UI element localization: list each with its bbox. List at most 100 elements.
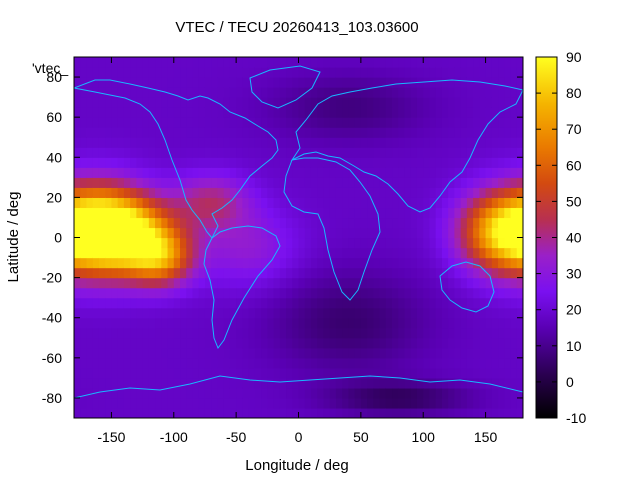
heatmap-cell: [510, 197, 518, 209]
heatmap-cell: [354, 77, 362, 88]
heatmap-cell: [410, 317, 418, 329]
heatmap-cell: [448, 357, 456, 369]
heatmap-cell: [516, 157, 523, 168]
heatmap-cell: [466, 397, 474, 409]
heatmap-cell: [161, 337, 169, 349]
heatmap-cell: [236, 297, 243, 309]
heatmap-cell: [223, 187, 231, 198]
heatmap-cell: [123, 107, 131, 118]
heatmap-cell: [223, 247, 231, 259]
coastline-north-america: [74, 79, 279, 239]
heatmap-cell: [130, 207, 137, 219]
heatmap-cell: [448, 67, 456, 78]
heatmap-cell: [161, 227, 169, 239]
heatmap-cell: [180, 137, 187, 148]
heatmap-cell: [155, 227, 162, 239]
heatmap-cell: [148, 87, 156, 98]
heatmap-cell: [92, 77, 100, 88]
heatmap-cell: [504, 367, 512, 379]
heatmap-cell: [342, 187, 349, 198]
heatmap-cell: [373, 147, 381, 158]
heatmap-cell: [198, 257, 206, 269]
heatmap-cell: [161, 267, 169, 279]
heatmap-cell: [479, 167, 487, 178]
heatmap-cell: [398, 367, 406, 379]
heatmap-cell: [460, 397, 468, 409]
heatmap-cell: [392, 347, 399, 359]
heatmap-cell: [298, 217, 306, 229]
heatmap-cell: [342, 277, 349, 289]
heatmap-cell: [348, 177, 356, 188]
y-tick-label: 0: [54, 230, 62, 246]
heatmap-cell: [211, 287, 219, 299]
heatmap-cell: [105, 297, 113, 309]
heatmap-cell: [211, 137, 219, 148]
heatmap-cell: [229, 67, 237, 78]
heatmap-cell: [204, 107, 212, 118]
heatmap-cell: [105, 407, 113, 418]
heatmap-cell: [379, 197, 387, 209]
heatmap-cell: [261, 387, 268, 399]
heatmap-cell: [498, 387, 505, 399]
heatmap-cell: [192, 87, 200, 98]
heatmap-cell: [510, 237, 518, 249]
heatmap-cell: [342, 247, 349, 259]
heatmap-cell: [211, 397, 219, 409]
heatmap-cell: [392, 247, 399, 259]
heatmap-cell: [279, 87, 287, 98]
heatmap-cell: [398, 197, 406, 209]
heatmap-cell: [485, 307, 493, 319]
heatmap-cell: [516, 317, 523, 329]
heatmap-cell: [335, 257, 343, 269]
heatmap-cell: [317, 377, 325, 389]
heatmap-cell: [142, 197, 150, 209]
heatmap-cell: [466, 267, 474, 279]
x-axis-label: Longitude / deg: [245, 457, 348, 474]
heatmap-cell: [491, 357, 499, 369]
heatmap-cell: [279, 357, 287, 369]
heatmap-cell: [223, 257, 231, 269]
heatmap-cell: [329, 407, 337, 418]
heatmap-cell: [448, 157, 456, 168]
heatmap-cell: [80, 207, 88, 219]
heatmap-cell: [161, 127, 169, 138]
heatmap-cell: [161, 217, 169, 229]
heatmap-cell: [323, 107, 331, 118]
heatmap-cell: [485, 157, 493, 168]
heatmap-cell: [254, 397, 262, 409]
heatmap-cell: [123, 307, 131, 319]
heatmap-cell: [204, 377, 212, 389]
heatmap-cell: [298, 97, 306, 108]
heatmap-cell: [148, 107, 156, 118]
heatmap-cell: [354, 167, 362, 178]
heatmap-cell: [317, 207, 325, 219]
heatmap-cell: [304, 257, 312, 269]
heatmap-cell: [385, 177, 393, 188]
heatmap-cell: [342, 237, 349, 249]
heatmap-cell: [167, 397, 175, 409]
heatmap-cell: [466, 247, 474, 259]
heatmap-cell: [186, 97, 194, 108]
heatmap-cell: [186, 207, 194, 219]
heatmap-cell: [74, 57, 81, 68]
heatmap-cell: [460, 147, 468, 158]
heatmap-cell: [510, 117, 518, 128]
heatmap-cell: [435, 197, 443, 209]
heatmap-cell: [148, 97, 156, 108]
heatmap-cell: [516, 407, 523, 418]
heatmap-cell: [498, 357, 505, 369]
heatmap-cell: [86, 107, 94, 118]
heatmap-cell: [292, 317, 300, 329]
heatmap-cell: [198, 127, 206, 138]
x-tick-label: -100: [160, 429, 188, 445]
heatmap-cell: [510, 267, 518, 279]
heatmap-cell: [310, 307, 318, 319]
heatmap-cell: [298, 307, 306, 319]
heatmap-cell: [454, 57, 462, 68]
heatmap-cell: [441, 287, 449, 299]
heatmap-cell: [192, 177, 200, 188]
heatmap-cell: [360, 87, 368, 98]
heatmap-cell: [117, 227, 125, 239]
heatmap-cell: [229, 137, 237, 148]
